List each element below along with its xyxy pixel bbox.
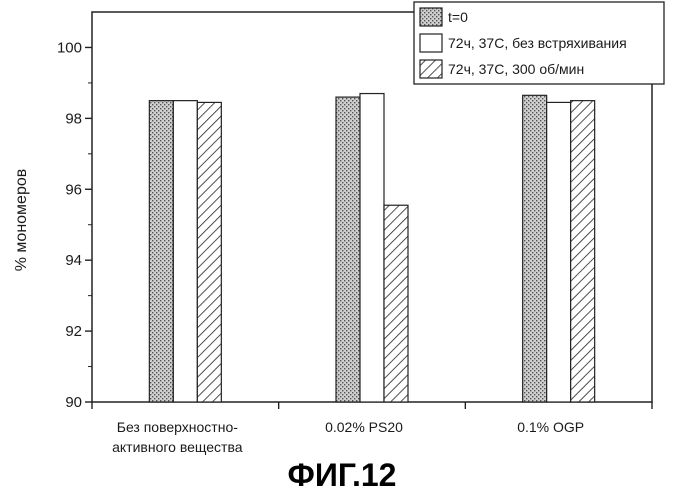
bar-series <box>149 94 594 402</box>
bar <box>523 95 547 402</box>
bar <box>197 102 221 402</box>
y-tick-label: 92 <box>65 323 82 340</box>
legend-label: 72ч, 37С, без встряхивания <box>448 35 627 51</box>
legend-swatch <box>420 60 442 78</box>
legend-label: 72ч, 37С, 300 об/мин <box>448 61 584 77</box>
figure-caption: ФИГ.12 <box>288 457 397 493</box>
y-tick-label: 98 <box>65 110 82 127</box>
x-axis: Без поверхностно-активного вещества 0.02%… <box>92 402 652 455</box>
y-axis: 90 92 94 96 98 100 <box>57 39 92 411</box>
bar <box>384 205 408 402</box>
y-tick-label: 100 <box>57 39 82 56</box>
bar <box>149 101 173 402</box>
legend: t=0 72ч, 37С, без встряхивания 72ч, 37С, 3… <box>414 2 664 84</box>
y-tick-label: 94 <box>65 252 82 269</box>
y-tick-label: 96 <box>65 181 82 198</box>
bar <box>547 102 571 402</box>
bar <box>571 101 595 402</box>
bar <box>360 94 384 402</box>
bar <box>173 101 197 402</box>
y-tick-label: 90 <box>65 394 82 411</box>
legend-swatch <box>420 34 442 52</box>
y-axis-title: % мономеров <box>13 169 30 272</box>
x-category-label: 0.1% OGP <box>517 419 584 435</box>
x-category-label: Без поверхностно- <box>117 419 238 435</box>
x-category-label: 0.02% PS20 <box>325 419 403 435</box>
legend-swatch <box>420 8 442 26</box>
legend-label: t=0 <box>448 9 468 25</box>
bar <box>336 97 360 402</box>
x-category-label: активного вещества <box>112 439 243 455</box>
